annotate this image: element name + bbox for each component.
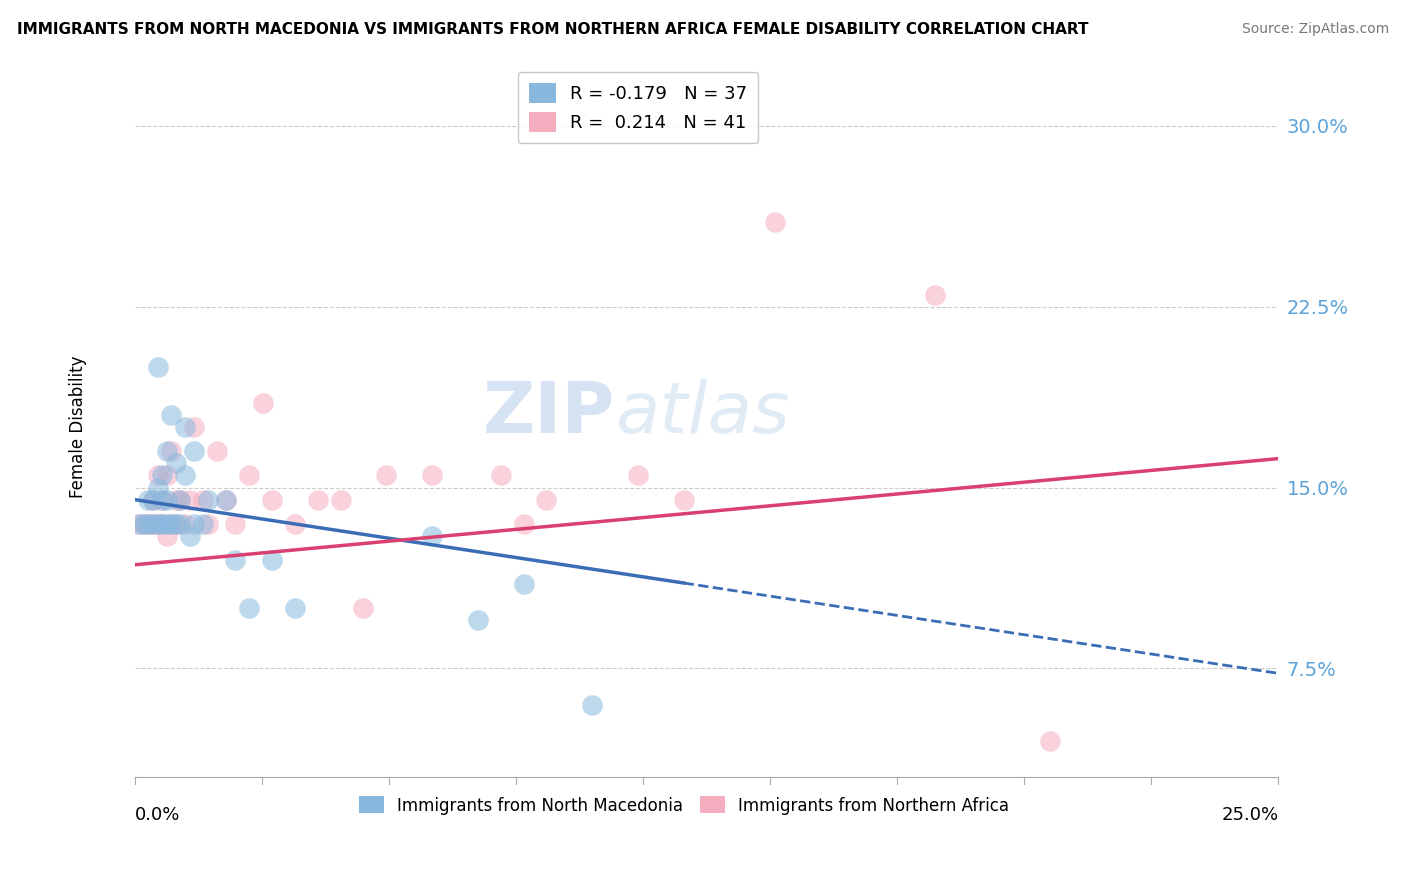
Point bbox=[165, 516, 187, 531]
Point bbox=[179, 529, 201, 543]
Text: Source: ZipAtlas.com: Source: ZipAtlas.com bbox=[1241, 22, 1389, 37]
Point bbox=[238, 468, 260, 483]
Point bbox=[512, 516, 534, 531]
Point bbox=[215, 492, 238, 507]
Point bbox=[352, 601, 374, 615]
Point bbox=[284, 601, 307, 615]
Point bbox=[252, 396, 274, 410]
Text: atlas: atlas bbox=[614, 379, 790, 448]
Point bbox=[169, 516, 191, 531]
Point bbox=[183, 516, 205, 531]
Point bbox=[1039, 734, 1062, 748]
Point bbox=[307, 492, 329, 507]
Point bbox=[128, 516, 150, 531]
Point bbox=[536, 492, 558, 507]
Point bbox=[215, 492, 238, 507]
Text: Female Disability: Female Disability bbox=[69, 356, 87, 499]
Point bbox=[169, 492, 191, 507]
Point bbox=[375, 468, 398, 483]
Point bbox=[224, 516, 246, 531]
Point bbox=[156, 529, 179, 543]
Point bbox=[165, 492, 187, 507]
Point bbox=[420, 468, 443, 483]
Point bbox=[138, 492, 160, 507]
Point bbox=[142, 492, 165, 507]
Point bbox=[197, 492, 219, 507]
Point bbox=[146, 516, 169, 531]
Point bbox=[142, 516, 165, 531]
Point bbox=[627, 468, 650, 483]
Point bbox=[128, 516, 150, 531]
Point bbox=[193, 516, 215, 531]
Text: ZIP: ZIP bbox=[482, 379, 614, 448]
Point bbox=[150, 516, 173, 531]
Text: 0.0%: 0.0% bbox=[135, 806, 180, 824]
Point bbox=[165, 516, 187, 531]
Point bbox=[420, 529, 443, 543]
Point bbox=[205, 444, 228, 458]
Point bbox=[165, 457, 187, 471]
Point bbox=[132, 516, 155, 531]
Point bbox=[146, 359, 169, 374]
Point bbox=[183, 444, 205, 458]
Point bbox=[150, 492, 173, 507]
Point bbox=[174, 516, 197, 531]
Point bbox=[512, 577, 534, 591]
Point bbox=[156, 468, 179, 483]
Point bbox=[142, 516, 165, 531]
Point bbox=[329, 492, 352, 507]
Point bbox=[160, 516, 183, 531]
Point bbox=[924, 287, 946, 301]
Point bbox=[132, 516, 155, 531]
Point bbox=[156, 516, 179, 531]
Point bbox=[156, 492, 179, 507]
Point bbox=[260, 553, 283, 567]
Point bbox=[156, 444, 179, 458]
Point bbox=[160, 444, 183, 458]
Point bbox=[193, 492, 215, 507]
Point bbox=[160, 516, 183, 531]
Point bbox=[169, 492, 191, 507]
Point bbox=[238, 601, 260, 615]
Point bbox=[150, 492, 173, 507]
Point bbox=[142, 492, 165, 507]
Point bbox=[160, 408, 183, 422]
Point bbox=[138, 516, 160, 531]
Point bbox=[146, 516, 169, 531]
Point bbox=[150, 468, 173, 483]
Point bbox=[150, 516, 173, 531]
Point bbox=[672, 492, 695, 507]
Point bbox=[183, 420, 205, 434]
Text: IMMIGRANTS FROM NORTH MACEDONIA VS IMMIGRANTS FROM NORTHERN AFRICA FEMALE DISABI: IMMIGRANTS FROM NORTH MACEDONIA VS IMMIG… bbox=[17, 22, 1088, 37]
Point bbox=[146, 481, 169, 495]
Point bbox=[138, 516, 160, 531]
Point bbox=[260, 492, 283, 507]
Point bbox=[174, 468, 197, 483]
Point bbox=[581, 698, 603, 712]
Legend: Immigrants from North Macedonia, Immigrants from Northern Africa: Immigrants from North Macedonia, Immigra… bbox=[352, 789, 1015, 822]
Point bbox=[197, 516, 219, 531]
Point bbox=[284, 516, 307, 531]
Point bbox=[174, 420, 197, 434]
Point bbox=[489, 468, 512, 483]
Point bbox=[763, 215, 786, 229]
Point bbox=[467, 613, 489, 627]
Point bbox=[224, 553, 246, 567]
Point bbox=[146, 468, 169, 483]
Text: 25.0%: 25.0% bbox=[1222, 806, 1278, 824]
Point bbox=[179, 492, 201, 507]
